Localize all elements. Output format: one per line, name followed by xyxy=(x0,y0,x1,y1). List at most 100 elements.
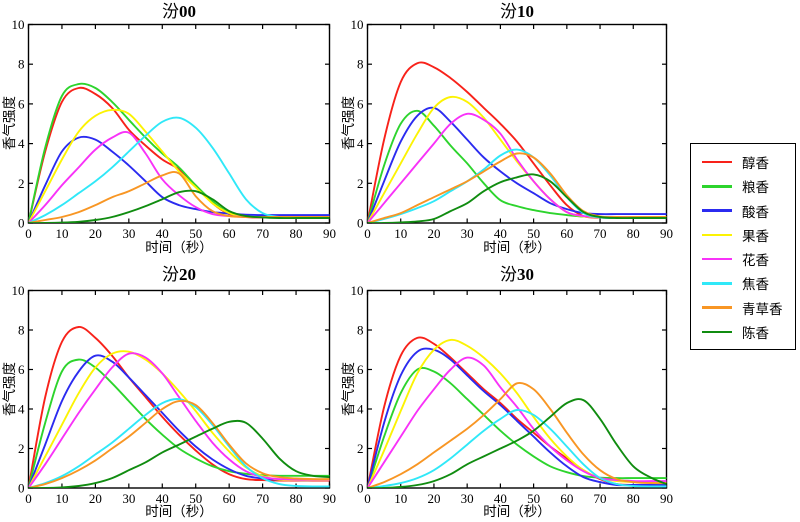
y-tick-label: 10 xyxy=(12,17,25,32)
series-line-粮香 xyxy=(28,82,330,223)
y-tick-label: 0 xyxy=(357,481,364,496)
x-tick-label: 40 xyxy=(156,226,169,241)
y-tick-label: 4 xyxy=(357,402,364,417)
y-tick-label: 2 xyxy=(18,176,25,191)
x-tick-label: 40 xyxy=(156,491,169,506)
series-line-花香 xyxy=(28,130,330,223)
axes-box xyxy=(366,289,668,489)
y-tick-label: 8 xyxy=(357,323,364,338)
series-line-陈香 xyxy=(28,419,330,488)
legend-entry: 陈香 xyxy=(691,321,795,343)
x-tick-label: 40 xyxy=(494,226,507,241)
x-tick-label: 60 xyxy=(560,491,573,506)
subplot-title-fen10: 汾10 xyxy=(500,2,534,21)
x-tick-label: 90 xyxy=(323,226,336,241)
x-tick-label: 60 xyxy=(223,226,236,241)
series-line-醇香 xyxy=(367,336,667,488)
y-axis-label: 香气强度 xyxy=(2,96,17,150)
legend-entry: 果香 xyxy=(691,224,795,246)
x-tick-label: 90 xyxy=(323,491,336,506)
axes-box xyxy=(27,23,331,224)
legend-label: 果香 xyxy=(742,228,769,244)
y-tick-label: 6 xyxy=(357,362,364,377)
x-tick-label: 50 xyxy=(189,226,202,241)
x-tick-label: 80 xyxy=(627,491,640,506)
y-tick-label: 0 xyxy=(18,216,25,231)
y-tick-label: 4 xyxy=(357,136,364,151)
x-tick-label: 10 xyxy=(394,226,407,241)
y-tick-label: 10 xyxy=(12,283,25,298)
y-tick-label: 4 xyxy=(18,136,25,151)
x-tick-label: 80 xyxy=(627,226,640,241)
y-tick-label: 2 xyxy=(357,441,364,456)
legend-label: 花香 xyxy=(742,253,769,269)
legend-entry: 青草香 xyxy=(691,297,795,319)
series-line-青草香 xyxy=(28,171,330,223)
legend-line-sample xyxy=(702,185,732,188)
y-tick-label: 2 xyxy=(18,441,25,456)
x-tick-label: 50 xyxy=(527,226,540,241)
legend-line-sample xyxy=(702,330,732,334)
y-tick-label: 8 xyxy=(357,57,364,72)
x-axis-label: 时间（秒） xyxy=(483,240,551,255)
x-tick-label: 80 xyxy=(290,491,303,506)
x-tick-label: 60 xyxy=(560,226,573,241)
y-tick-label: 6 xyxy=(357,96,364,111)
y-tick-label: 0 xyxy=(357,216,364,231)
x-axis-label: 时间（秒） xyxy=(483,504,551,519)
series-line-粮香 xyxy=(367,109,667,223)
legend-line-sample xyxy=(702,282,732,285)
x-tick-label: 20 xyxy=(89,491,102,506)
x-tick-label: 70 xyxy=(256,491,269,506)
subplot-title-fen00: 汾00 xyxy=(162,2,196,21)
x-tick-label: 30 xyxy=(461,226,474,241)
x-tick-label: 30 xyxy=(122,226,135,241)
y-axis-label: 香气强度 xyxy=(341,96,356,150)
legend-line-sample xyxy=(702,160,732,164)
series-line-酸香 xyxy=(367,106,667,223)
legend-box: 醇香 粮香 酸香 果香 花香 焦香 青草香 陈香 xyxy=(690,143,796,350)
series-line-酸香 xyxy=(28,135,330,223)
series-line-青草香 xyxy=(28,399,330,488)
series-line-花香 xyxy=(28,352,330,488)
series-line-果香 xyxy=(367,338,667,488)
legend-label: 酸香 xyxy=(742,204,769,220)
x-tick-label: 30 xyxy=(122,491,135,506)
x-tick-label: 10 xyxy=(394,491,407,506)
subplot-3: 0 10 20 30 40 50 60 70 80 90 0 2 4 6 8 10 xyxy=(351,283,674,506)
x-tick-label: 0 xyxy=(25,226,32,241)
subplot-2: 0 10 20 30 40 50 60 70 80 90 0 2 4 6 8 10 xyxy=(12,283,337,506)
x-tick-label: 0 xyxy=(25,491,32,506)
x-axis-label: 时间（秒） xyxy=(145,504,213,519)
series-line-青草香 xyxy=(367,381,667,488)
legend-entry: 酸香 xyxy=(691,200,795,222)
y-tick-label: 6 xyxy=(18,362,25,377)
series-line-青草香 xyxy=(367,152,667,223)
series-line-焦香 xyxy=(367,408,667,488)
x-tick-label: 20 xyxy=(427,226,440,241)
subplot-0: 0 10 20 30 40 50 60 70 80 90 0 2 4 6 8 10 xyxy=(12,17,337,241)
y-tick-label: 10 xyxy=(351,283,364,298)
legend-line-sample xyxy=(702,257,732,261)
legend-entry: 醇香 xyxy=(691,151,795,173)
x-tick-label: 10 xyxy=(55,491,68,506)
y-axis-label: 香气强度 xyxy=(341,362,356,416)
series-line-焦香 xyxy=(28,398,330,488)
legend-label: 粮香 xyxy=(742,180,769,196)
y-tick-label: 6 xyxy=(18,96,25,111)
x-tick-label: 0 xyxy=(364,491,371,506)
series-line-醇香 xyxy=(28,86,330,223)
x-tick-label: 50 xyxy=(527,491,540,506)
x-tick-label: 80 xyxy=(290,226,303,241)
legend-label: 醇香 xyxy=(742,156,769,172)
legend-entry: 粮香 xyxy=(691,175,795,197)
x-tick-label: 20 xyxy=(427,491,440,506)
x-tick-label: 70 xyxy=(594,491,607,506)
legend-label: 青草香 xyxy=(742,301,783,317)
axes-box xyxy=(366,23,668,224)
x-tick-label: 50 xyxy=(189,491,202,506)
series-line-陈香 xyxy=(367,398,667,488)
x-tick-label: 0 xyxy=(364,226,371,241)
